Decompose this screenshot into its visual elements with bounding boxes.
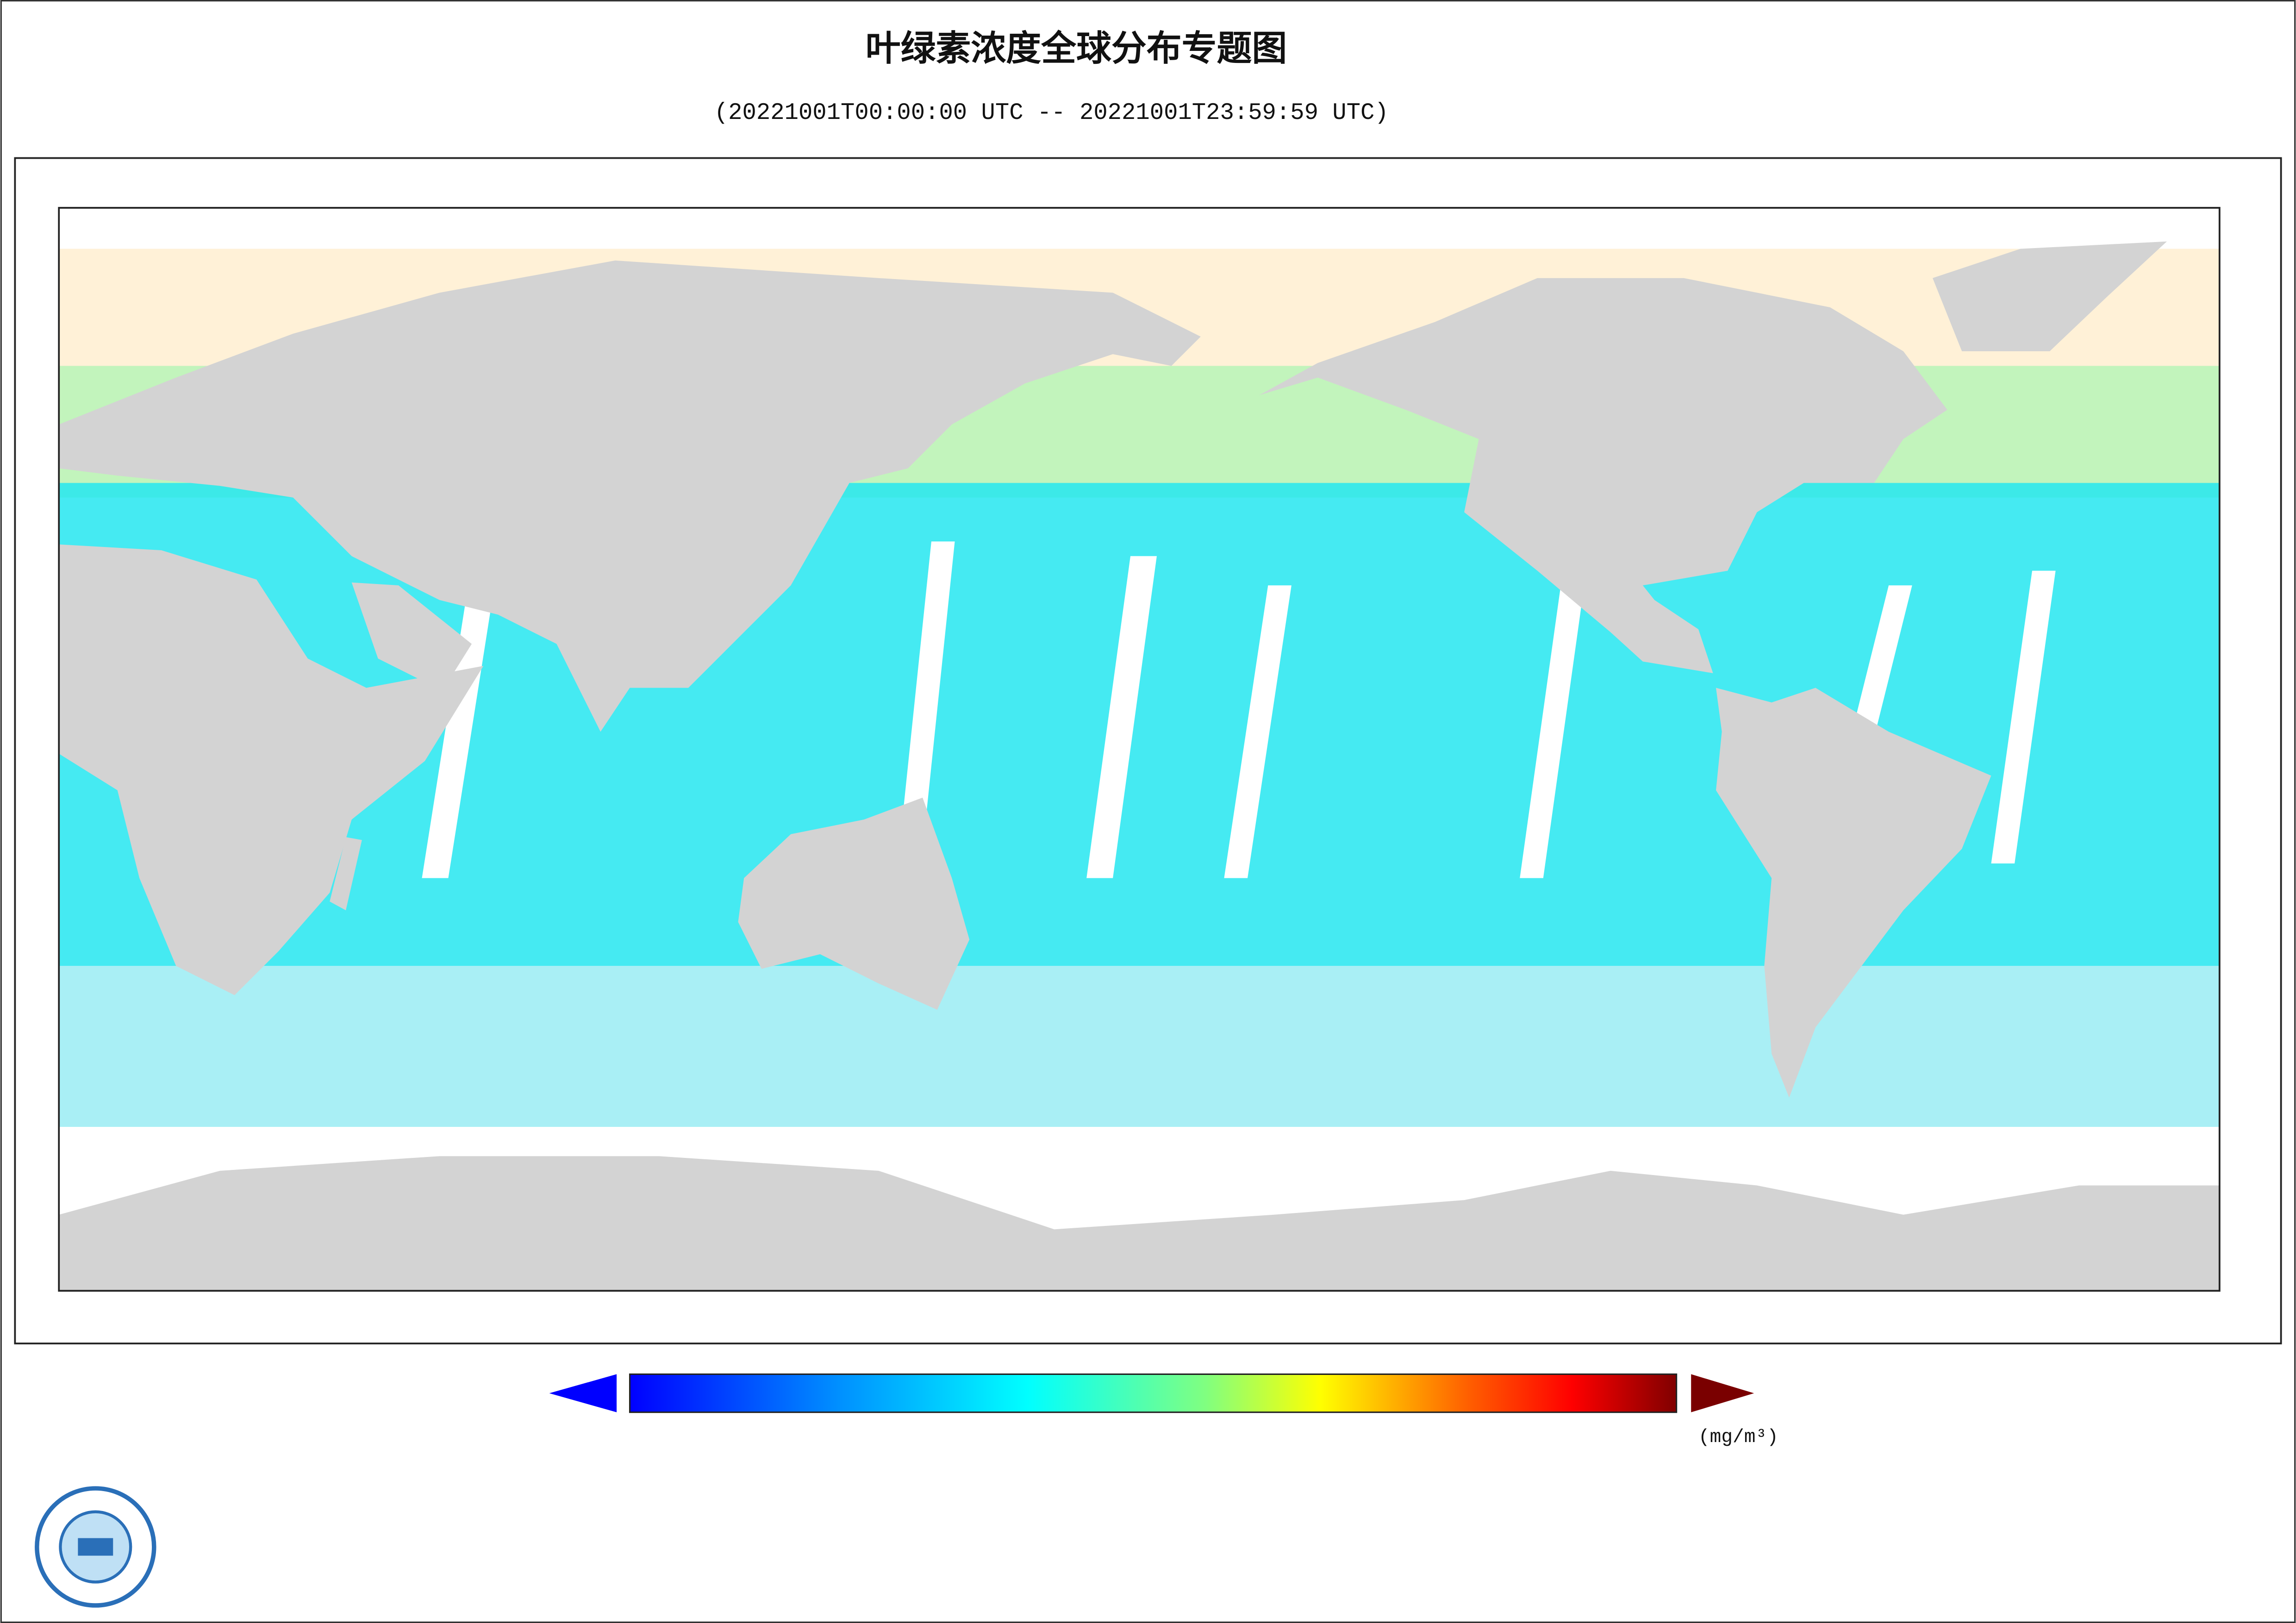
africa	[59, 544, 484, 995]
colorbar-unit: (mg/m³)	[1698, 1427, 1778, 1448]
south-america	[1716, 688, 1991, 1098]
map-area	[58, 207, 2221, 1292]
map-border	[58, 207, 2221, 1292]
eurasia	[59, 260, 1201, 732]
madagascar	[330, 837, 362, 910]
colorbar-ramp	[629, 1373, 1678, 1413]
chlorophyll-south	[59, 966, 2220, 1127]
north-america	[1259, 278, 1947, 673]
colorbar-under-arrow	[549, 1374, 617, 1412]
swath-gaps	[422, 541, 2056, 878]
greenland	[1932, 241, 2167, 351]
colorbar: (mg/m³)	[549, 1373, 1778, 1448]
australia	[738, 797, 970, 1010]
logo	[35, 1486, 156, 1608]
colorbar-over-arrow	[1691, 1374, 1754, 1412]
antarctica	[59, 1156, 2220, 1291]
arabia	[351, 582, 472, 691]
title: 叶绿素浓度全球分布专题图	[866, 28, 1287, 69]
subtitle: (20221001T00:00:00 UTC -- 20221001T23:59…	[714, 100, 1389, 126]
land	[59, 241, 2220, 1291]
